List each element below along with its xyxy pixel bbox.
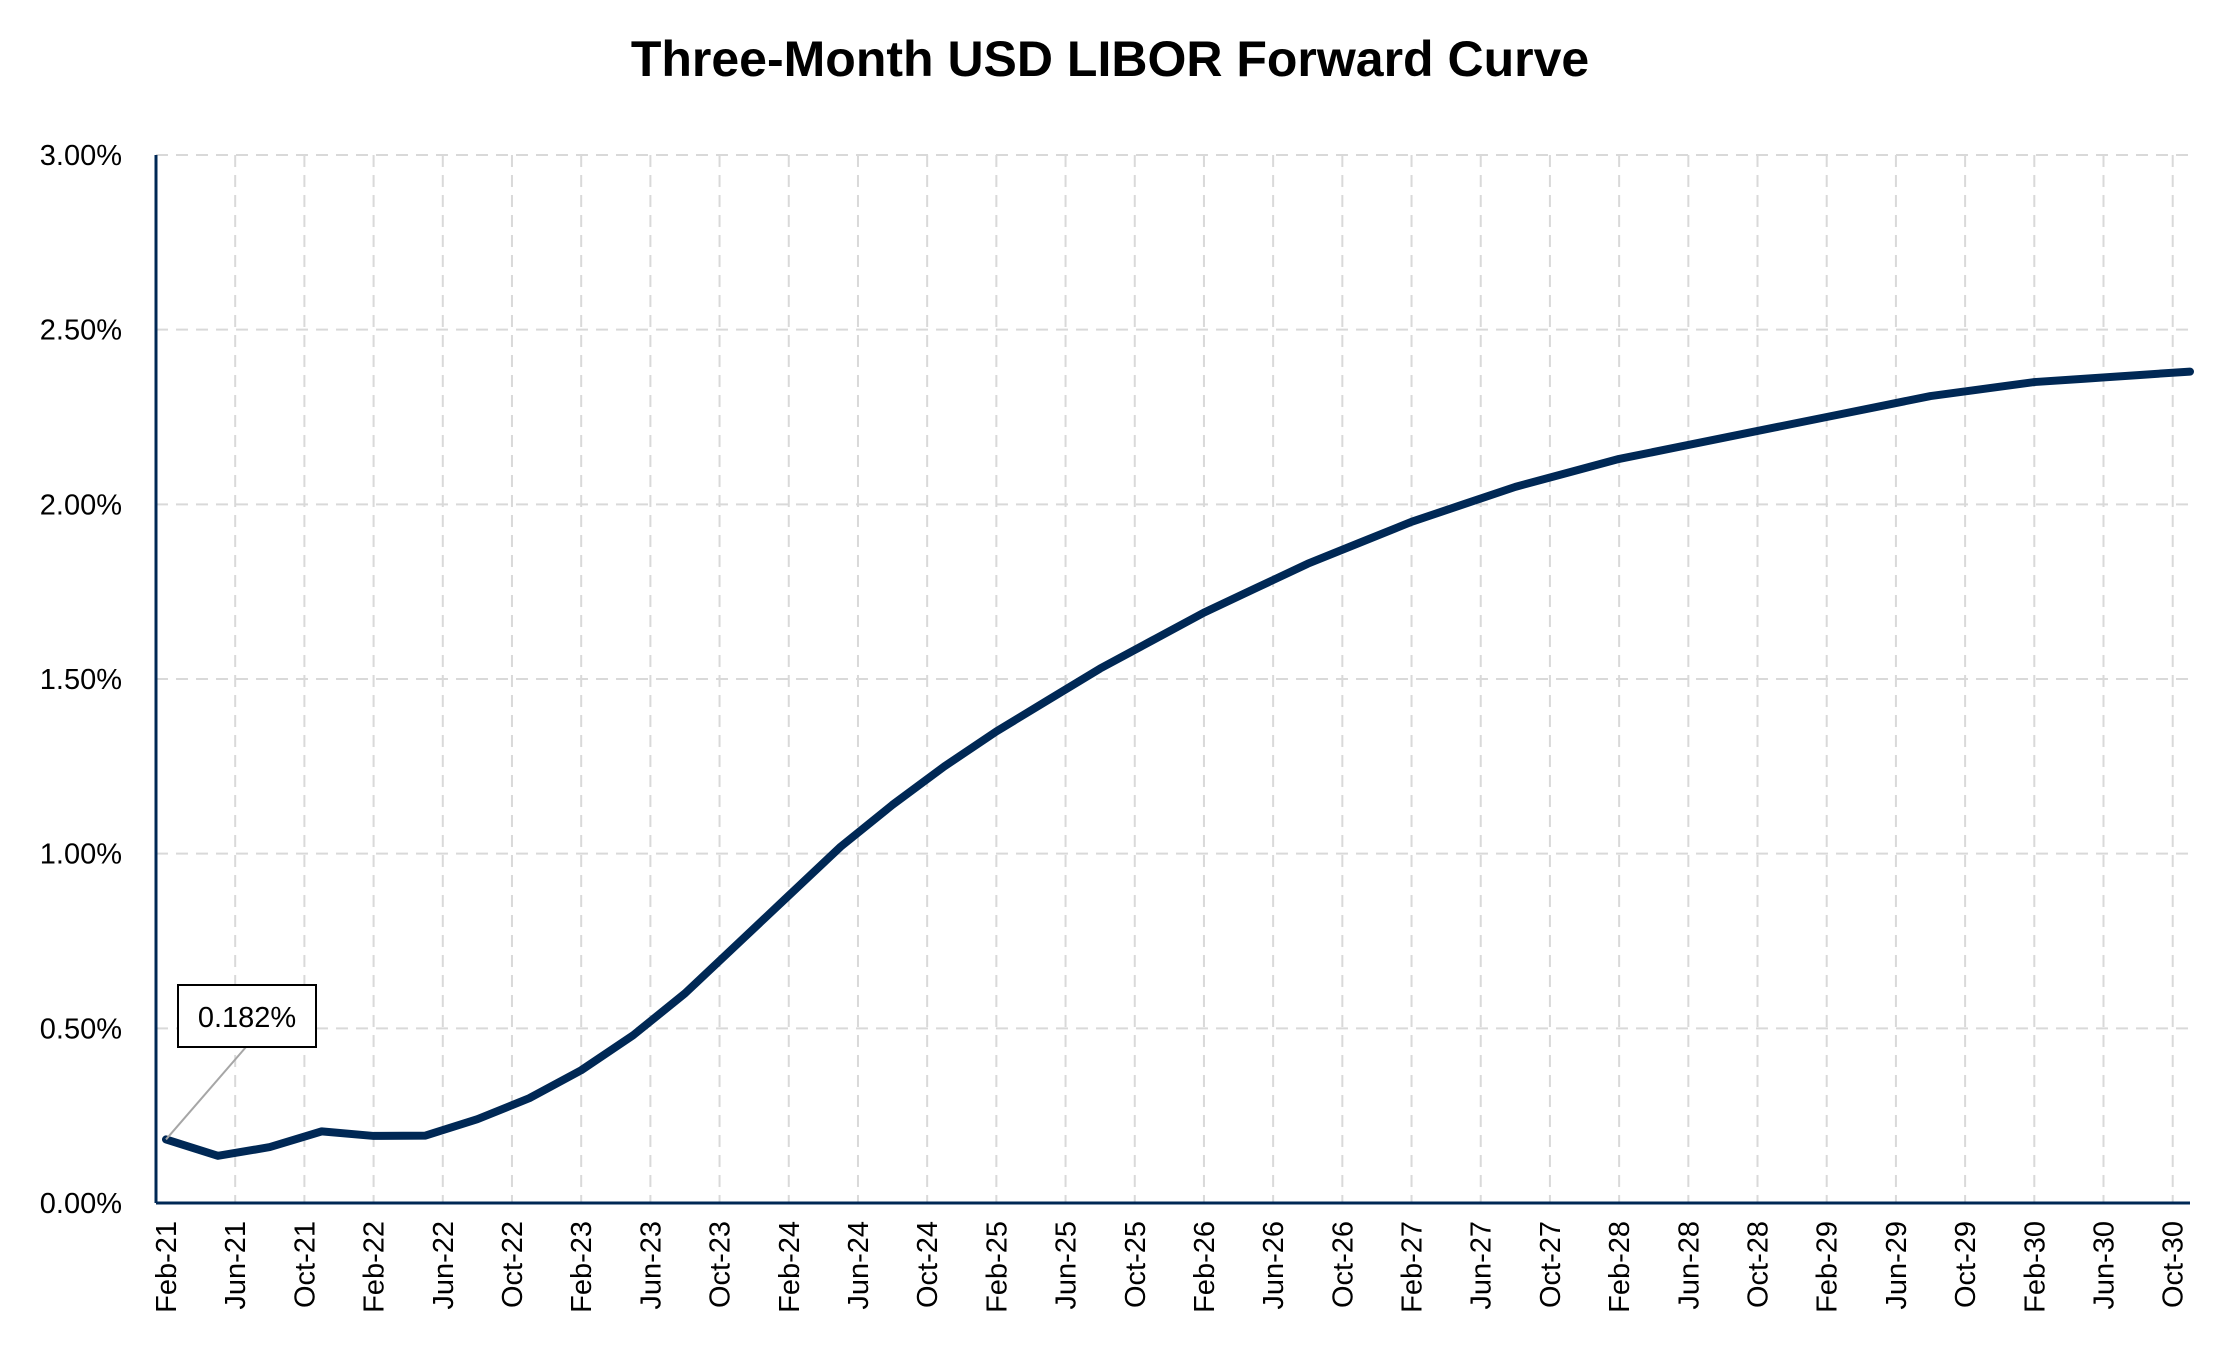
x-tick-label: Oct-25 (1120, 1221, 1152, 1308)
y-tick-label: 3.00% (40, 140, 122, 172)
x-tick-label: Jun-28 (1673, 1221, 1705, 1310)
x-tick-label: Oct-29 (1950, 1221, 1982, 1308)
y-tick-labels: 0.00% 0.50% 1.00% 1.50% 2.00% 2.50% 3.00% (40, 140, 122, 1220)
annotation-layer: 0.182% (165, 984, 317, 1141)
x-tick-labels: Feb-21 Jun-21 Oct-21 Feb-22 Jun-22 Oct-22 Feb-… (151, 1221, 2190, 1313)
x-tick-label: Jun-24 (843, 1221, 875, 1310)
y-tick-label: 1.50% (40, 664, 122, 696)
x-tick-label: Feb-24 (774, 1221, 806, 1313)
x-tick-label: Oct-21 (289, 1221, 321, 1308)
x-tick-label: Feb-21 (151, 1221, 183, 1313)
x-tick-label: Jun-30 (2089, 1221, 2121, 1310)
x-tick-label: Feb-27 (1397, 1221, 1429, 1313)
y-tick-label: 2.50% (40, 315, 122, 347)
x-tick-label: Oct-23 (705, 1221, 737, 1308)
grid-layer (156, 154, 2190, 1203)
x-tick-label: Oct-28 (1743, 1221, 1775, 1308)
x-tick-label: Feb-26 (1189, 1221, 1221, 1313)
chart-title: Three-Month USD LIBOR Forward Curve (630, 31, 1590, 87)
x-tick-label: Feb-25 (981, 1221, 1013, 1313)
x-tick-label: Feb-30 (2019, 1221, 2051, 1313)
y-tick-label: 1.00% (40, 839, 122, 871)
x-tick-label: Feb-28 (1604, 1221, 1636, 1313)
annotation-label: 0.182% (198, 1002, 296, 1034)
x-tick-label: Feb-29 (1812, 1221, 1844, 1313)
x-tick-label: Oct-22 (497, 1221, 529, 1308)
annotation-leader-line (165, 1046, 247, 1141)
x-tick-label: Oct-26 (1327, 1221, 1359, 1308)
y-tick-label: 0.00% (40, 1188, 122, 1220)
annotation-box (177, 984, 317, 1048)
x-tick-label: Oct-24 (912, 1221, 944, 1308)
x-tick-label: Jun-26 (1258, 1221, 1290, 1310)
x-tick-label: Jun-27 (1466, 1221, 1498, 1310)
series-layer (162, 367, 2194, 1160)
axis-layer (154, 155, 2190, 1205)
x-tick-label: Feb-22 (359, 1221, 391, 1313)
x-tick-label: Jun-25 (1051, 1221, 1083, 1310)
x-tick-label: Jun-22 (428, 1221, 460, 1310)
forward-curve-line (162, 367, 2194, 1160)
x-tick-label: Feb-23 (566, 1221, 598, 1313)
x-tick-label: Jun-29 (1881, 1221, 1913, 1310)
y-tick-label: 2.00% (40, 489, 122, 521)
x-tick-label: Jun-23 (635, 1221, 667, 1310)
x-tick-label: Oct-27 (1535, 1221, 1567, 1308)
x-tick-label: Jun-21 (220, 1221, 252, 1310)
x-tick-label: Oct-30 (2158, 1221, 2190, 1308)
y-tick-label: 0.50% (40, 1013, 122, 1045)
